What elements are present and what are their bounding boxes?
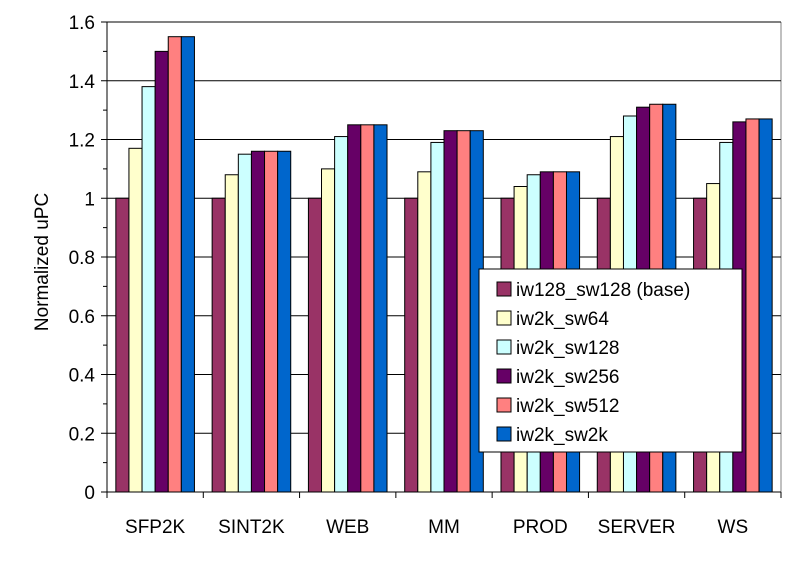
- y-tick-label: 0: [84, 483, 95, 504]
- x-tick-label: SERVER: [598, 517, 676, 538]
- y-tick-label: 1.2: [69, 131, 95, 152]
- bar: [321, 168, 336, 493]
- bar: [373, 124, 388, 493]
- legend-label: iw2k_sw128: [516, 338, 620, 359]
- legend-swatch: [496, 339, 512, 355]
- x-tick-label: MM: [428, 517, 460, 538]
- y-tick-label: 0.8: [69, 248, 95, 269]
- bar: [443, 130, 458, 493]
- bar: [141, 86, 156, 493]
- axes: [101, 21, 782, 498]
- y-axis-label: Normalized uPC: [32, 193, 53, 331]
- legend: iw128_sw128 (base) iw2k_sw64 iw2k_sw128 iw2…: [478, 268, 743, 453]
- x-tick-label: SFP2K: [125, 517, 186, 538]
- bar: [224, 174, 239, 493]
- legend-label: iw128_sw128 (base): [516, 280, 690, 301]
- bar: [334, 136, 349, 493]
- bar: [360, 124, 375, 493]
- legend-label: iw2k_sw512: [516, 396, 620, 417]
- y-tick-label: 1.6: [69, 13, 95, 34]
- x-tick-label: PROD: [513, 517, 568, 538]
- legend-swatch: [496, 426, 512, 442]
- bar: [404, 197, 419, 493]
- bar: [347, 124, 362, 493]
- bar: [264, 150, 279, 493]
- y-tick-label: 1: [84, 189, 95, 210]
- legend-swatch: [496, 310, 512, 326]
- y-tick-label: 0.4: [69, 366, 96, 387]
- bar: [154, 50, 169, 493]
- bar: [456, 130, 471, 493]
- x-tick-label: WS: [718, 517, 749, 538]
- bar: [167, 36, 182, 493]
- y-tick-label: 0.2: [69, 424, 95, 445]
- legend-label: iw2k_sw256: [516, 367, 620, 388]
- tick-labels: 0 0.2 0.4 0.6 0.8 1 1.2 1.4 1.6 SFP2K SINT2K WEB MM P…: [69, 13, 749, 538]
- x-tick-label: SINT2K: [218, 517, 285, 538]
- legend-label: iw2k_sw64: [516, 309, 609, 330]
- bar: [430, 141, 445, 493]
- bar: [277, 150, 292, 493]
- bar: [417, 171, 432, 493]
- bar: [115, 197, 130, 493]
- y-tick-label: 0.6: [69, 307, 95, 328]
- bar: [180, 36, 195, 493]
- bar: [307, 197, 323, 493]
- bar: [250, 150, 266, 493]
- bar: [237, 153, 252, 493]
- x-tick-label: WEB: [326, 517, 369, 538]
- y-tick-label: 1.4: [69, 72, 96, 93]
- bar: [745, 118, 760, 493]
- legend-label: iw2k_sw2k: [516, 425, 608, 446]
- legend-box: [478, 268, 743, 453]
- legend-swatch: [496, 281, 512, 297]
- bar: [211, 197, 226, 493]
- bar: [758, 118, 773, 493]
- legend-swatch: [496, 397, 512, 413]
- bar: [128, 147, 143, 493]
- legend-swatch: [496, 368, 512, 384]
